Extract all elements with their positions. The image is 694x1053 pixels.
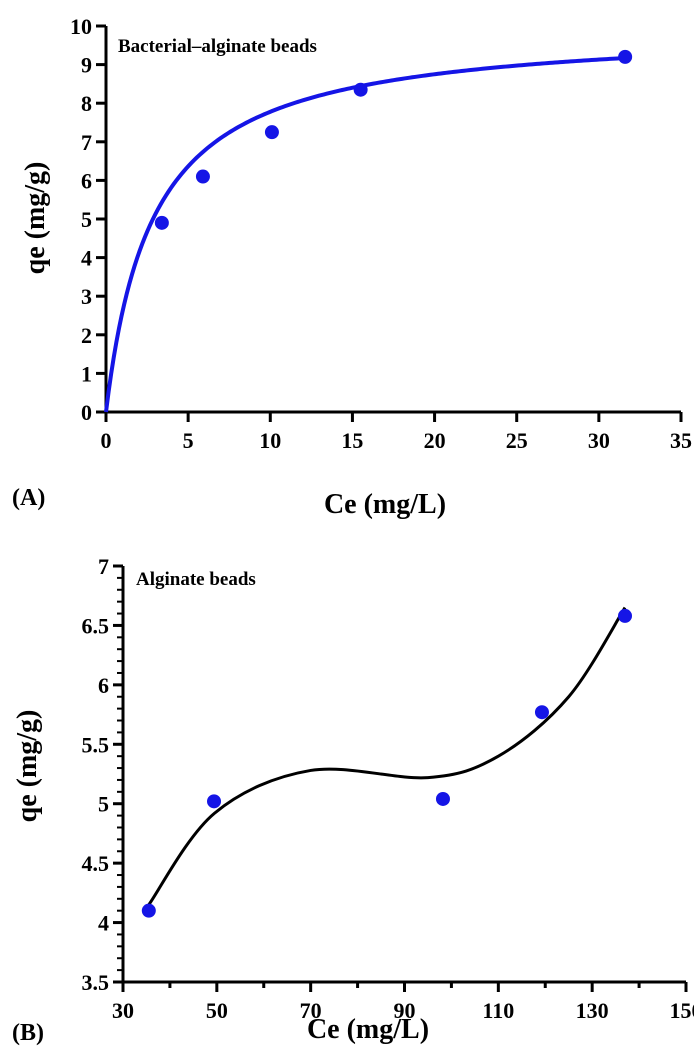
y-tick-label: 2 [81, 323, 92, 348]
inset-title-b: Alginate beads [136, 569, 256, 590]
y-tick-label: 6 [98, 673, 109, 698]
data-points-a [154, 49, 633, 230]
x-tick-label: 20 [424, 428, 446, 453]
data-point [618, 49, 633, 64]
y-tick-label: 1 [81, 361, 92, 386]
x-tick-label: 90 [394, 998, 416, 1023]
data-points-b [141, 608, 633, 918]
y-tick-label: 4 [81, 246, 92, 271]
y-tick-label: 5.5 [82, 732, 110, 757]
x-axis-title-b: Ce (mg/L) [307, 1014, 429, 1045]
inset-title-a: Bacterial–alginate beads [118, 36, 317, 57]
y-tick-label: 8 [81, 91, 92, 116]
y-tick-label: 5 [81, 207, 92, 232]
y-tick-label: 6.5 [82, 613, 110, 638]
data-point [534, 705, 549, 720]
data-point [435, 791, 450, 806]
x-tick-label: 25 [506, 428, 528, 453]
y-tick-label: 3 [81, 284, 92, 309]
fit-curve-b [147, 606, 627, 906]
y-ticks-b: 3.5 4 4.5 5 5.5 6 6.5 7 [82, 554, 123, 995]
x-tick-label: 30 [588, 428, 610, 453]
x-ticks-b: 30 50 70 90 110 130 150 [112, 982, 694, 1023]
data-point [353, 82, 368, 97]
y-tick-label: 7 [98, 554, 109, 579]
fit-curve [104, 56, 626, 413]
x-tick-label: 5 [183, 428, 194, 453]
x-tick-label: 35 [670, 428, 692, 453]
y-axis-title-b: qe (mg/g) [12, 710, 43, 823]
data-point [618, 608, 633, 623]
panel-label-b: (B) [12, 1020, 44, 1046]
chart-panel-a: 0 5 10 15 20 25 30 35 0 1 2 3 4 5 6 7 8 9 10 Bacterial–al… [12, 14, 692, 520]
x-tick-label: 30 [112, 998, 134, 1023]
y-tick-label: 3.5 [82, 970, 110, 995]
fit-curve-a [104, 56, 626, 413]
y-tick-label: 9 [81, 53, 92, 78]
fit-curve [147, 606, 627, 906]
y-ticks-a: 0 1 2 3 4 5 6 7 8 9 10 [70, 14, 106, 425]
x-tick-label: 70 [300, 998, 322, 1023]
x-ticks-a: 0 5 10 15 20 25 30 35 [101, 412, 692, 453]
x-tick-label: 10 [259, 428, 281, 453]
y-tick-label: 0 [81, 400, 92, 425]
data-point [141, 903, 156, 918]
data-point [195, 169, 210, 184]
x-axis-title-a: Ce (mg/L) [324, 489, 446, 520]
data-point [154, 215, 169, 230]
y-tick-label: 4 [98, 911, 109, 936]
x-tick-label: 0 [101, 428, 112, 453]
y-tick-label: 6 [81, 168, 92, 193]
y-tick-label: 7 [81, 130, 92, 155]
x-tick-label: 130 [576, 998, 609, 1023]
data-point [207, 794, 222, 809]
y-tick-label: 5 [98, 792, 109, 817]
panel-label-a: (A) [12, 485, 45, 511]
chart-panel-b: 30 50 70 90 110 130 150 3.5 4 4.5 5 5.5 6 6.5 7 Algin… [12, 554, 694, 1046]
y-axis-title-a: qe (mg/g) [20, 162, 51, 275]
x-tick-label: 150 [670, 998, 694, 1023]
y-tick-label: 4.5 [82, 851, 110, 876]
x-tick-label: 50 [206, 998, 228, 1023]
data-point [264, 125, 279, 140]
x-tick-label: 15 [341, 428, 363, 453]
y-tick-label: 10 [70, 14, 92, 39]
x-tick-label: 110 [482, 998, 514, 1023]
